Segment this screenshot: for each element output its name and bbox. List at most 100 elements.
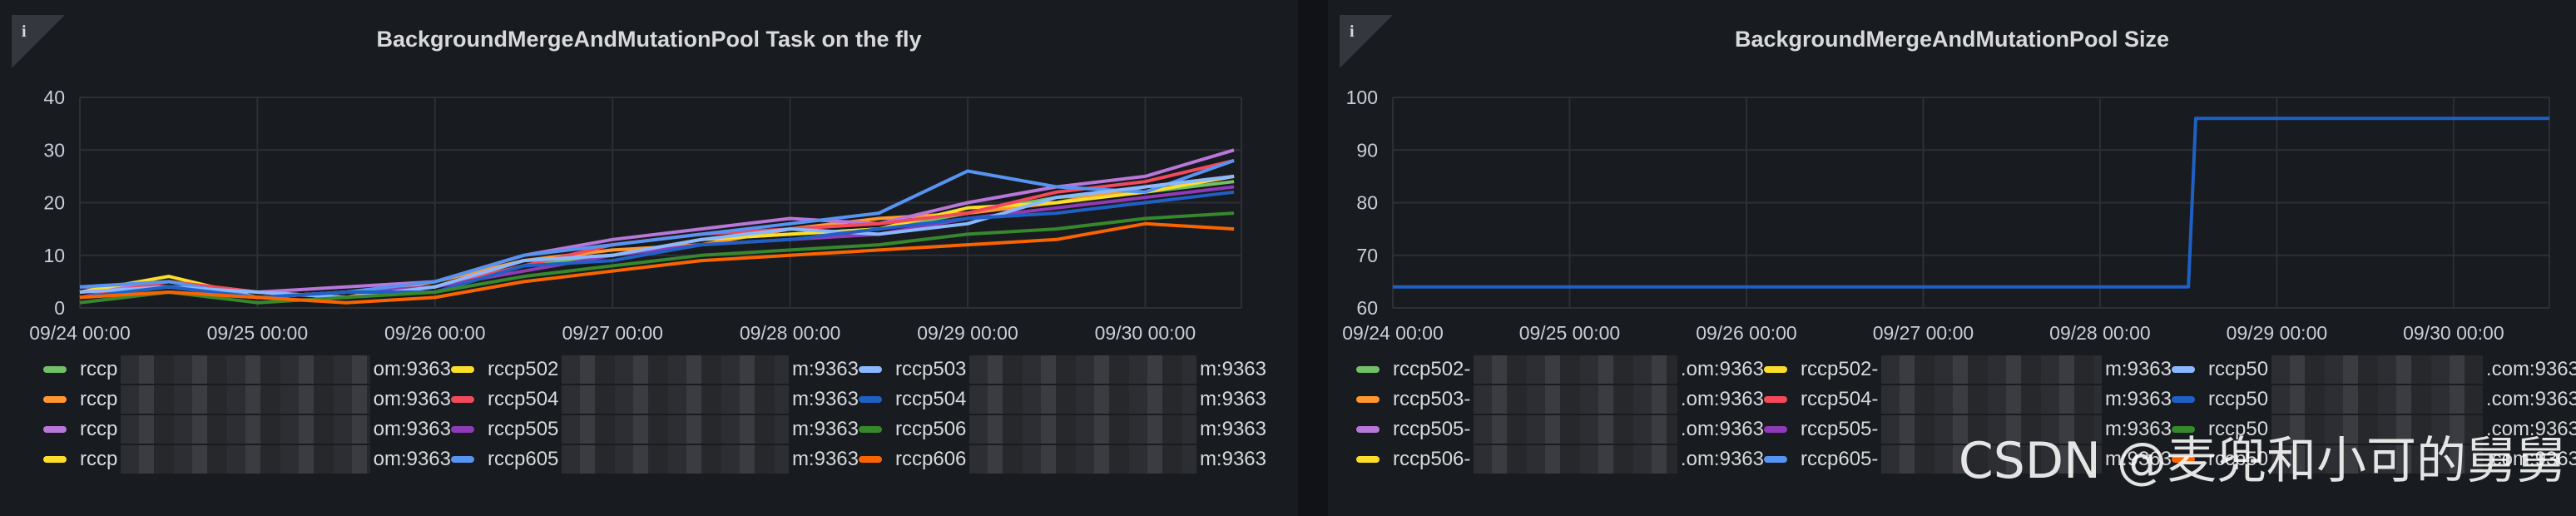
- legend-item[interactable]: rccp om:9363: [43, 444, 451, 474]
- legend-series-suffix: .om:9363: [1680, 448, 1764, 470]
- legend-swatch: [2172, 366, 2195, 373]
- legend-series-name: rccp: [80, 358, 118, 380]
- y-tick-label: 90: [1356, 139, 1378, 161]
- legend-swatch: [859, 396, 882, 403]
- y-tick-label: 60: [1356, 297, 1378, 319]
- redaction-mask: [562, 355, 789, 384]
- legend-item[interactable]: rccp502- .om:9363: [1356, 355, 1764, 385]
- legend-swatch: [43, 366, 67, 373]
- pool-size-chart[interactable]: 60 70 80 90 100 09/24 00:00 09/25 00:00 09/26 0…: [1328, 0, 2576, 355]
- redaction-mask: [121, 385, 370, 414]
- legend-item[interactable]: rccp505- .om:9363: [1356, 414, 1764, 444]
- redaction-mask: [1881, 445, 2102, 474]
- legend-series-name: rccp505-: [1801, 418, 1879, 440]
- redaction-mask: [1474, 415, 1677, 444]
- y-tick-label: 10: [43, 245, 65, 266]
- legend-swatch: [1356, 366, 1380, 373]
- legend-swatch: [451, 366, 474, 373]
- legend-series-suffix: om:9363: [373, 388, 451, 410]
- legend-swatch: [1764, 396, 1787, 403]
- legend-item[interactable]: rccp om:9363: [43, 414, 451, 444]
- redaction-mask: [121, 445, 370, 474]
- legend-item[interactable]: rccp606 m:9363: [859, 444, 1266, 474]
- legend-series-suffix: m:9363: [791, 418, 859, 440]
- redaction-mask: [562, 385, 789, 414]
- redaction-mask: [1881, 415, 2102, 444]
- legend-series-name: rccp505: [488, 418, 559, 440]
- legend-series-suffix: m:9363: [791, 358, 859, 380]
- legend-item[interactable]: rccp50 .com:9363: [2172, 414, 2576, 444]
- x-tick-label: 09/26 00:00: [1696, 322, 1797, 344]
- panel-title: BackgroundMergeAndMutationPool Size: [1734, 27, 2170, 52]
- x-tick-label: 09/27 00:00: [1873, 322, 1974, 344]
- legend-series-name: rccp605: [488, 448, 559, 470]
- series-line: [79, 174, 1235, 300]
- x-tick-label: 09/24 00:00: [1342, 322, 1444, 344]
- legend-series-suffix: .com:9363: [2485, 358, 2576, 380]
- legend-swatch: [2172, 456, 2195, 463]
- legend-item[interactable]: rccp503 m:9363: [859, 355, 1266, 385]
- legend-item[interactable]: rccp502- m:9363: [1764, 355, 2172, 385]
- legend-swatch: [2172, 396, 2195, 403]
- x-tick-label: 09/29 00:00: [2227, 322, 2328, 344]
- legend: rccp502- .om:9363 rccp503- .om:9363 rccp505-…: [1328, 355, 2576, 516]
- series-line: [79, 221, 1235, 305]
- legend-item[interactable]: rccp om:9363: [43, 385, 451, 414]
- y-tick-label: 20: [43, 192, 65, 214]
- legend-item[interactable]: rccp50 .com:9363: [2172, 385, 2576, 414]
- legend-series-name: rccp50: [2208, 448, 2269, 470]
- legend-series-suffix: m:9363: [1199, 388, 1266, 410]
- info-icon[interactable]: i: [1340, 15, 1393, 68]
- legend-swatch: [1356, 396, 1380, 403]
- legend-item[interactable]: rccp506- .om:9363: [1356, 444, 1764, 474]
- x-tick-label: 09/28 00:00: [2049, 322, 2151, 344]
- legend-item[interactable]: rccp504 m:9363: [859, 385, 1266, 414]
- legend-series-suffix: m:9363: [2104, 358, 2172, 380]
- y-tick-label: 30: [43, 139, 65, 161]
- legend-series-name: rccp50: [2208, 418, 2269, 440]
- legend-series-name: rccp504: [895, 388, 967, 410]
- legend-series-suffix: .om:9363: [1680, 388, 1764, 410]
- legend-series-name: rccp502-: [1393, 358, 1471, 380]
- legend-series-suffix: .com:9363: [2485, 418, 2576, 440]
- x-tick-label: 09/27 00:00: [562, 322, 663, 344]
- legend-item[interactable]: rccp505- m:9363: [1764, 414, 2172, 444]
- redaction-mask: [1881, 355, 2102, 384]
- redaction-mask: [1881, 385, 2102, 414]
- legend-swatch: [859, 456, 882, 463]
- legend-item[interactable]: rccp504- m:9363: [1764, 385, 2172, 414]
- legend-series-name: rccp503-: [1393, 388, 1471, 410]
- legend-series-suffix: om:9363: [373, 418, 451, 440]
- legend-series-name: rccp606: [895, 448, 967, 470]
- legend-item[interactable]: rccp504 m:9363: [451, 385, 859, 414]
- series-line: [80, 148, 1235, 294]
- legend-item[interactable]: rccp605- m:9363: [1764, 444, 2172, 474]
- legend-series-name: rccp502-: [1801, 358, 1879, 380]
- legend-item[interactable]: rccp50 .com:9363: [2172, 444, 2576, 474]
- x-tick-label: 09/25 00:00: [207, 322, 309, 344]
- x-tick-label: 09/30 00:00: [1095, 322, 1196, 344]
- legend-item[interactable]: rccp506 m:9363: [859, 414, 1266, 444]
- legend-series-suffix: m:9363: [791, 448, 859, 470]
- legend-swatch: [43, 396, 67, 403]
- legend: rccp om:9363 rccp om:9363 rccp om:9363 rccp om:…: [0, 355, 1298, 516]
- series-line: [1393, 117, 2549, 289]
- legend-series-name: rccp50: [2208, 388, 2269, 410]
- legend-series-suffix: om:9363: [373, 358, 451, 380]
- legend-series-suffix: m:9363: [791, 388, 859, 410]
- redaction-mask: [969, 445, 1196, 474]
- task-on-the-fly-chart[interactable]: 0 10 20 30 40 09/24 00:00 09/25 00:00 09/26 00:…: [0, 0, 1298, 355]
- legend-item[interactable]: rccp50 .com:9363: [2172, 355, 2576, 385]
- series-line: [79, 185, 1235, 305]
- legend-series-suffix: m:9363: [1199, 358, 1266, 380]
- series-line: [79, 211, 1235, 305]
- legend-item[interactable]: rccp605 m:9363: [451, 444, 859, 474]
- legend-item[interactable]: rccp503- .om:9363: [1356, 385, 1764, 414]
- redaction-mask: [562, 445, 789, 474]
- legend-item[interactable]: rccp om:9363: [43, 355, 451, 385]
- x-tick-label: 09/25 00:00: [1519, 322, 1621, 344]
- info-icon[interactable]: i: [12, 15, 65, 68]
- legend-item[interactable]: rccp505 m:9363: [451, 414, 859, 444]
- legend-item[interactable]: rccp502 m:9363: [451, 355, 859, 385]
- legend-series-name: rccp502: [488, 358, 559, 380]
